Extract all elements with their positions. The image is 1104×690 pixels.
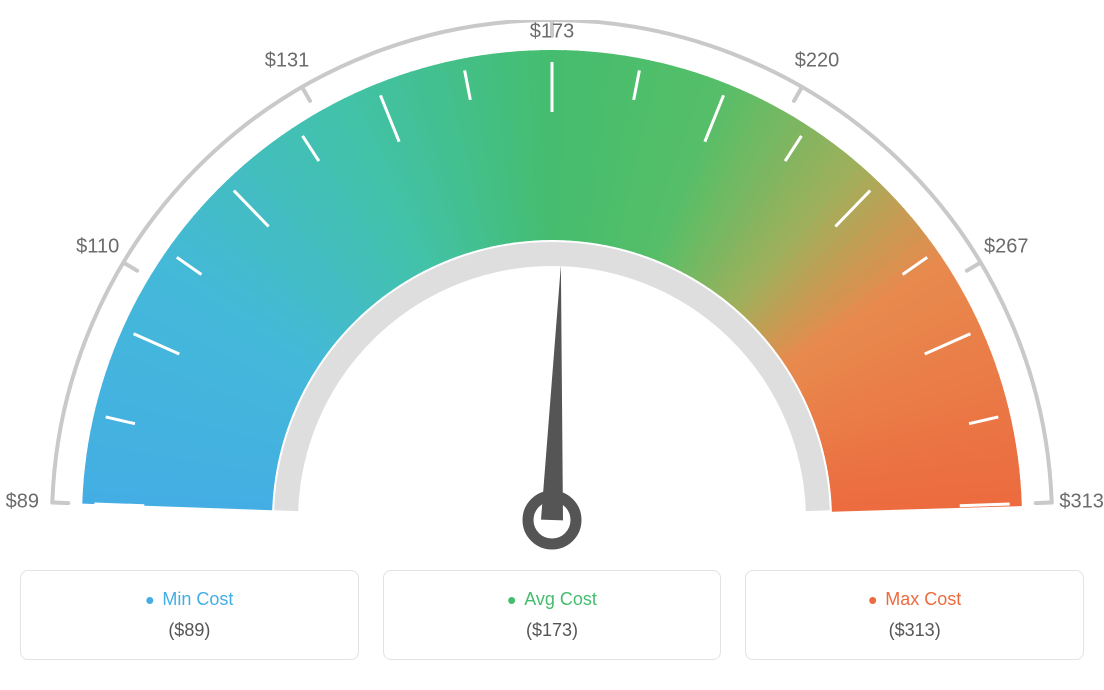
- legend-card-avg: Avg Cost ($173): [383, 570, 722, 660]
- legend-avg-label: Avg Cost: [394, 589, 711, 610]
- legend-avg-value: ($173): [394, 620, 711, 641]
- gauge-svg: [20, 20, 1084, 550]
- legend-min-value: ($89): [31, 620, 348, 641]
- gauge-scale-label: $313: [1059, 490, 1104, 513]
- gauge-scale-label: $220: [795, 50, 840, 73]
- gauge-needle: [541, 265, 563, 520]
- gauge-scale-label: $110: [76, 236, 119, 259]
- legend-row: Min Cost ($89) Avg Cost ($173) Max Cost …: [20, 570, 1084, 660]
- gauge-scale-label: $173: [530, 21, 575, 44]
- gauge-scale-label: $89: [6, 490, 39, 513]
- legend-card-min: Min Cost ($89): [20, 570, 359, 660]
- cost-gauge-chart: $89$110$131$173$220$267$313 Min Cost ($8…: [20, 20, 1084, 660]
- gauge-scale-label: $267: [984, 236, 1029, 259]
- legend-max-label: Max Cost: [756, 589, 1073, 610]
- legend-card-max: Max Cost ($313): [745, 570, 1084, 660]
- gauge-scale-label: $131: [265, 50, 310, 73]
- legend-max-value: ($313): [756, 620, 1073, 641]
- gauge-area: $89$110$131$173$220$267$313: [20, 20, 1084, 550]
- legend-min-label: Min Cost: [31, 589, 348, 610]
